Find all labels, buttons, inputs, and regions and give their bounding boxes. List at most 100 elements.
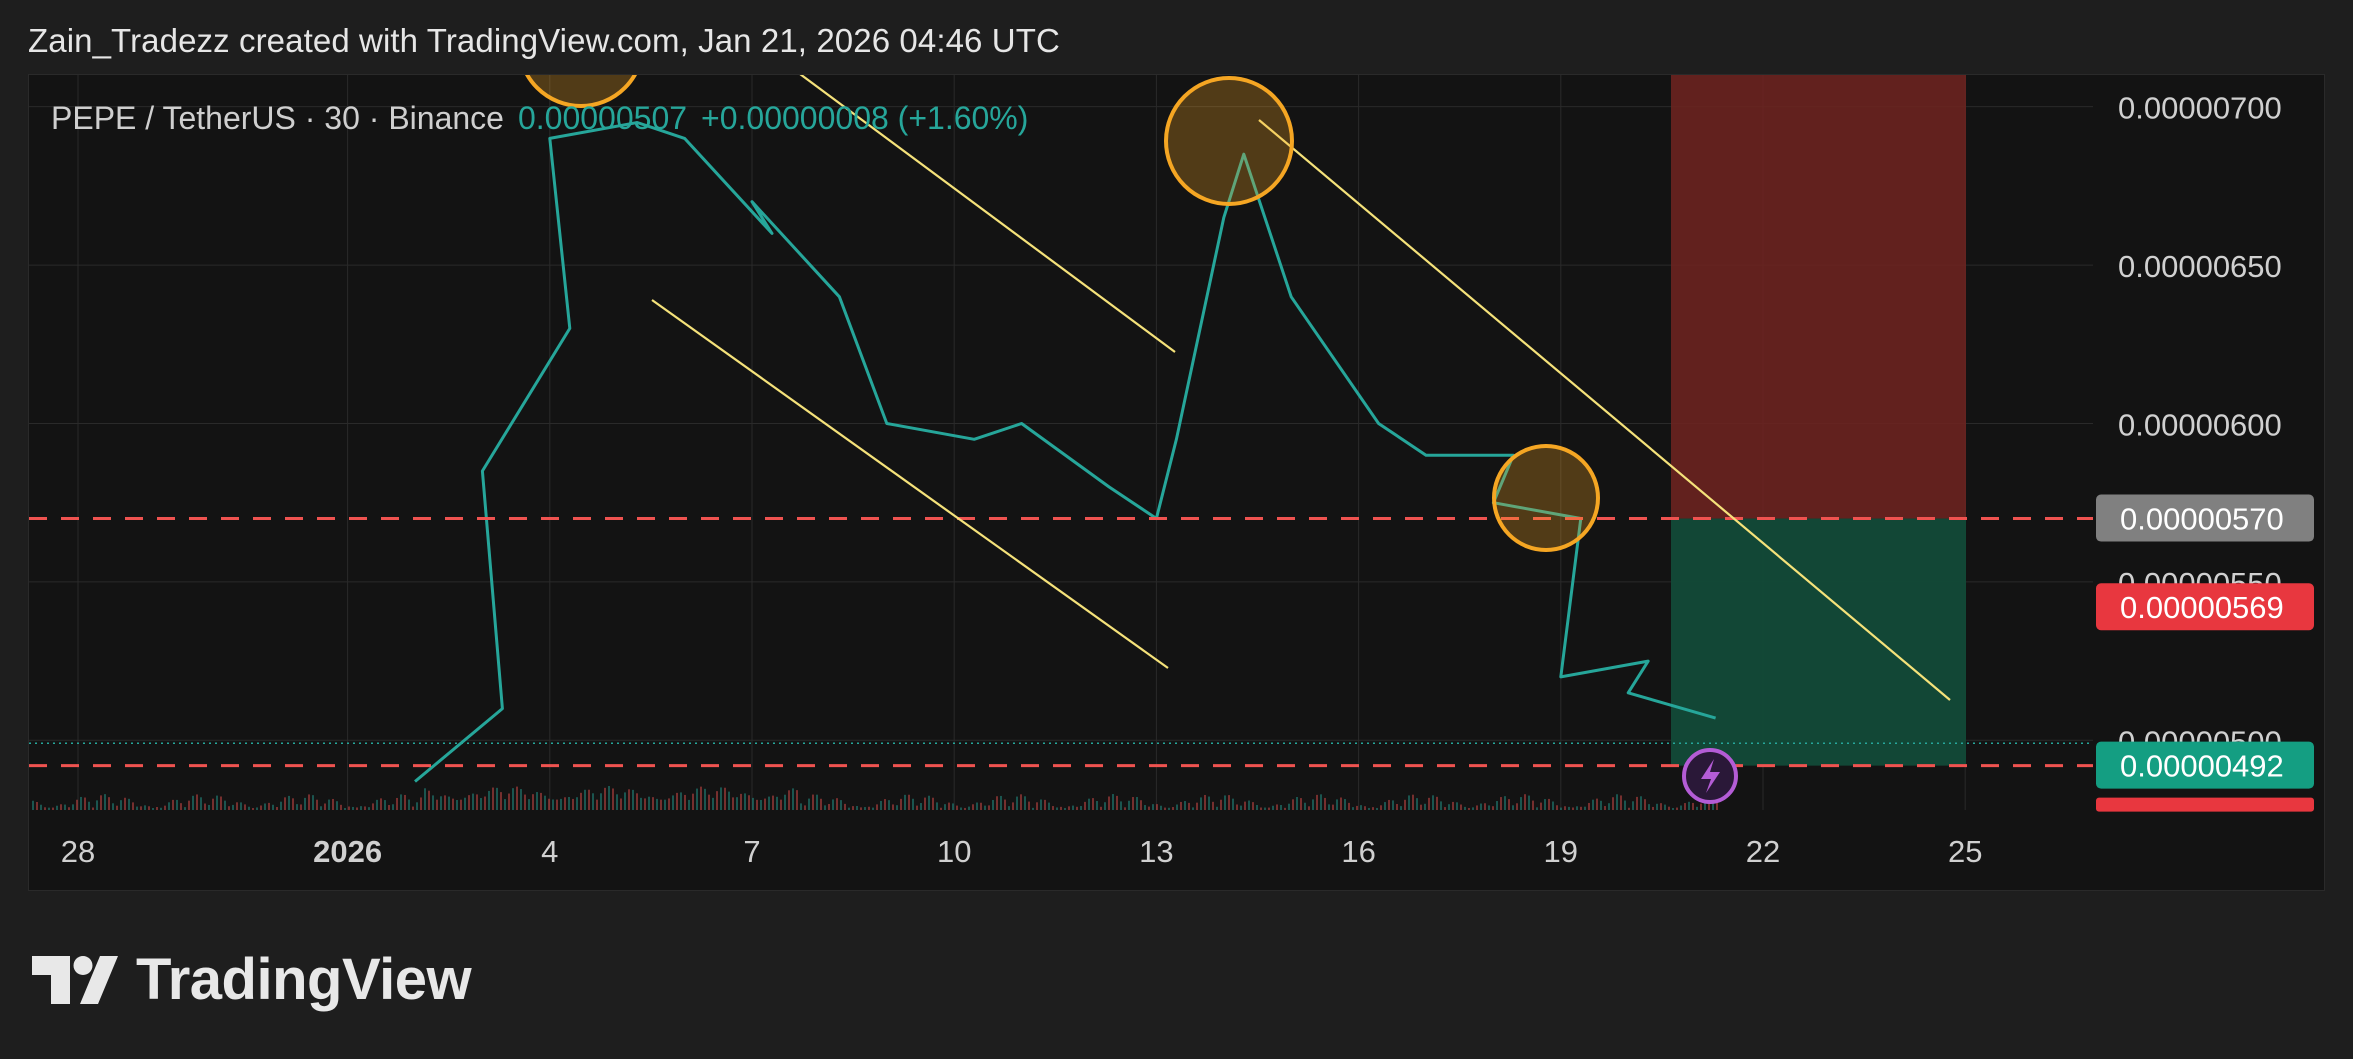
volume-bar [1344,799,1346,810]
volume-bar [1064,807,1066,810]
tradingview-logo-icon [32,955,118,1004]
volume-bar [1152,804,1154,810]
volume-bar [912,798,914,810]
volume-bar [944,804,946,810]
volume-bar [972,804,974,810]
volume-bar [1480,803,1482,810]
volume-bar [1676,807,1678,810]
volume-bar [1572,807,1574,810]
volume-bar [80,796,82,810]
volume-bar [528,799,530,810]
volume-bar [1388,799,1390,810]
volume-bar [1116,795,1118,810]
volume-bar [776,796,778,810]
volume-bar [856,805,858,810]
volume-bar [436,799,438,810]
volume-bar [244,804,246,810]
volume-bar [380,798,382,810]
volume-bar [1656,803,1658,810]
volume-bar [284,797,286,810]
x-tick-label: 13 [1139,834,1173,869]
volume-bar [228,806,230,810]
volume-bar [1372,807,1374,810]
volume-bar [556,799,558,810]
volume-bar [1324,797,1326,810]
volume-bar [448,796,450,810]
tradingview-wordmark: TradingView [136,947,472,1012]
volume-bar [480,797,482,810]
volume-bar [140,806,142,810]
volume-bar [180,803,182,810]
volume-bar [164,805,166,810]
volume-bar [1232,798,1234,810]
volume-bar [1384,802,1386,810]
volume-bar [596,799,598,810]
volume-bar [1340,797,1342,810]
volume-bar [1004,799,1006,810]
volume-bar [1620,795,1622,810]
y-axis[interactable]: 0.000007000.000006500.000006000.00000550… [2096,91,2314,812]
volume-bar [356,807,358,810]
volume-bar [1580,806,1582,810]
volume-bar [748,795,750,810]
volume-bar [992,799,994,810]
volume-bar [1464,806,1466,810]
volume-bar [1552,801,1554,810]
entry-price-badge [2096,494,2314,542]
volume-bar [1220,799,1222,810]
volume-bar [1636,796,1638,810]
volume-bar [968,806,970,810]
volume-bar [996,796,998,810]
volume-bar [1268,807,1270,810]
volume-bar [400,794,402,810]
volume-bar [1216,806,1218,810]
volume-bar [688,799,690,810]
volume-bar [416,802,418,810]
volume-bar [1192,807,1194,810]
volume-bar [84,797,86,810]
volume-bar [340,804,342,810]
volume-bar [1536,807,1538,810]
symbol-legend[interactable]: PEPE / TetherUS · 30 · Binance 0.00000507… [51,100,1028,137]
volume-bar [36,801,38,810]
volume-bar [1284,807,1286,810]
volume-bar [892,804,894,810]
tradingview-logo[interactable]: TradingView [32,946,472,1013]
volume-bar [896,805,898,810]
volume-bar [1272,805,1274,810]
price-chart[interactable]: 0.000007000.000006500.000006000.00000550… [0,0,2353,900]
volume-bar [552,799,554,810]
volume-bar [1440,801,1442,810]
volume-bar [664,799,666,810]
volume-bar [900,798,902,810]
volume-bar [260,805,262,810]
volume-bar [200,797,202,810]
volume-bar [1196,802,1198,810]
volume-bar [496,787,498,810]
volume-bar [1136,797,1138,810]
volume-bar [904,794,906,810]
volume-bar [580,792,582,810]
volume-bar [1124,807,1126,810]
price-change-label: +0.00000008 (+1.60%) [701,100,1029,136]
x-tick-label: 19 [1544,834,1578,869]
volume-bar [732,797,734,810]
volume-bar [1332,804,1334,810]
volume-bar [452,798,454,810]
volume-bar [188,800,190,810]
volume-bar [1012,802,1014,810]
volume-bar [1036,802,1038,810]
x-axis[interactable]: 28 2026 4 7 10 13 16 19 22 25 [61,834,1983,869]
volume-bar [780,799,782,810]
volume-bar [1228,795,1230,810]
chart-caption: Zain_Tradezz created with TradingView.co… [28,22,1060,59]
volume-bar [268,802,270,810]
target-price-badge-label: 0.00000492 [2120,749,2284,784]
volume-bar [716,791,718,810]
volume-bar [500,792,502,810]
volume-bar [928,795,930,810]
volume-bar [1140,800,1142,810]
volume-bar [668,798,670,810]
volume-bar [1172,807,1174,810]
volume-bar [1376,807,1378,810]
